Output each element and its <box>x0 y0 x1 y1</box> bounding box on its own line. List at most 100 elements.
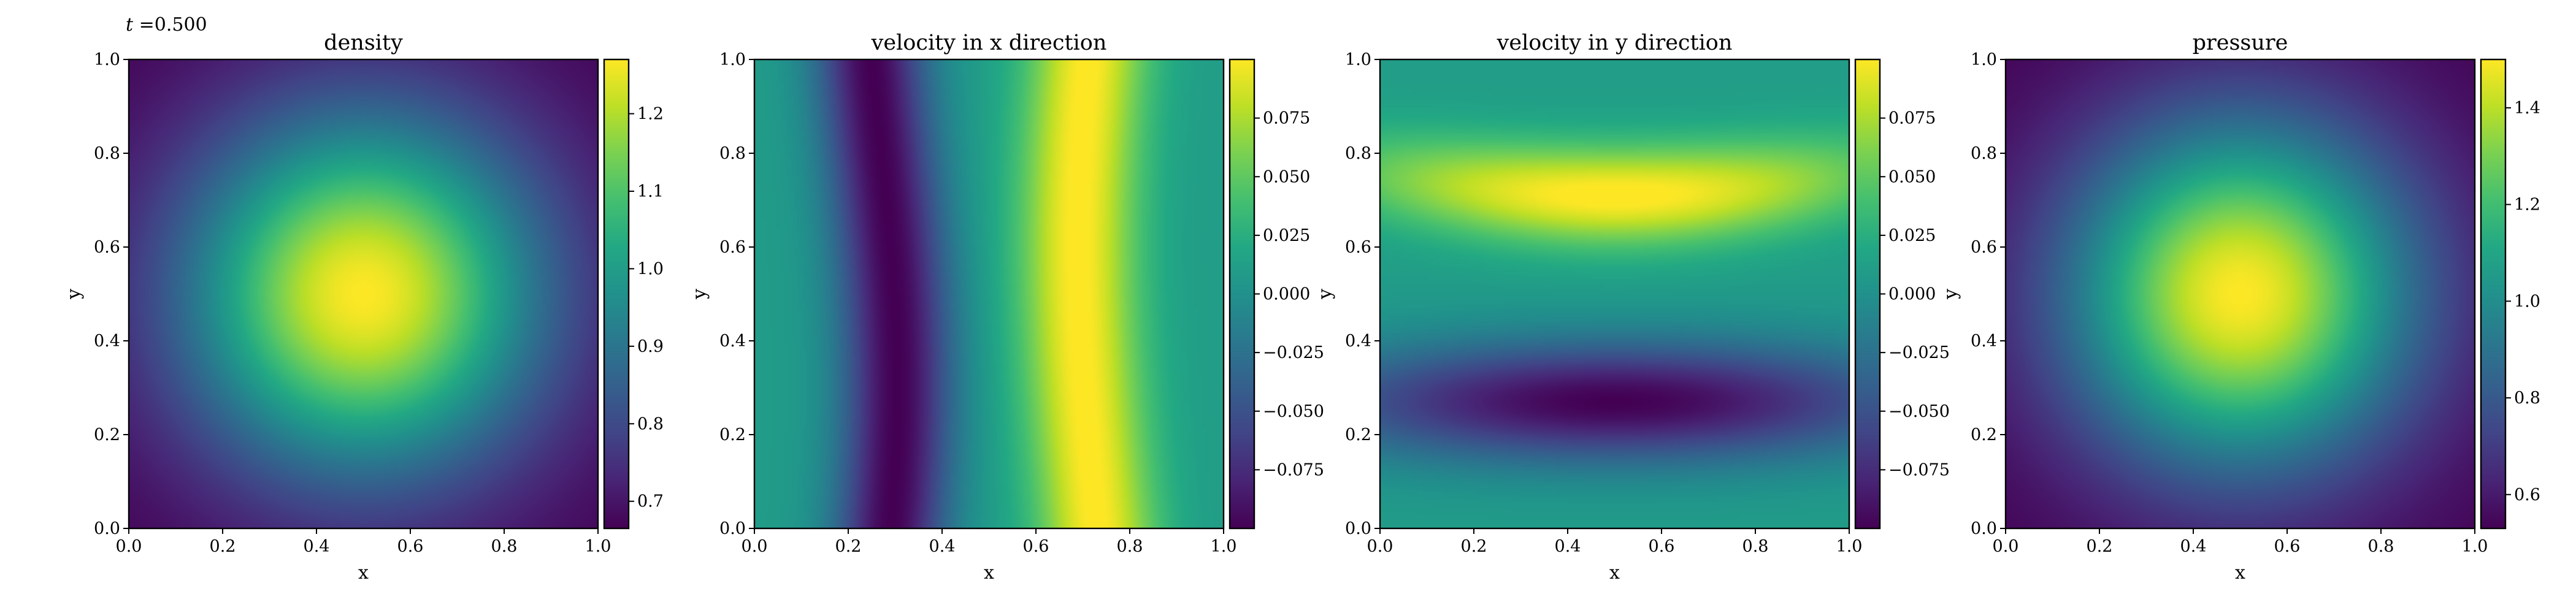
x-tick-label: 0.4 <box>1555 537 1581 556</box>
y-tick-label: 0.6 <box>719 238 746 257</box>
colorbar-tick-label: 0.025 <box>1263 226 1310 245</box>
x-tick-label: 0.8 <box>491 537 518 556</box>
y-axis-label: y <box>63 289 85 300</box>
colorbar-tick-label: 0.000 <box>1888 285 1936 304</box>
colorbar-tick-label: 1.4 <box>2514 99 2540 118</box>
y-tick-label: 0.8 <box>1971 144 1997 163</box>
y-tick-label: 1.0 <box>719 50 746 69</box>
y-tick-label: 0.2 <box>1971 425 1997 444</box>
panels: density 0.0 0.2 0.4 0.6 0.8 1.0 0.0 0.2 0.4 0.6 0.8… <box>63 31 2540 584</box>
colorbar-tick-label: 1.0 <box>637 259 664 278</box>
x-axis-label: x <box>1609 562 1620 584</box>
colorbar-tick-label: −0.050 <box>1888 402 1950 421</box>
colorbar-tick-label: 1.1 <box>637 182 664 201</box>
colorbar-tick-label: −0.025 <box>1263 343 1324 362</box>
x-tick-label: 0.4 <box>304 537 330 556</box>
colorbar-tick-label: 1.0 <box>2514 292 2540 311</box>
panel-2: velocity in x direction 0.0 0.2 0.4 0.6 0.8 1.… <box>689 31 1324 584</box>
y-tick-label: 0.6 <box>94 238 120 257</box>
colorbar-tick-label: −0.075 <box>1263 460 1324 479</box>
x-tick-label: 0.8 <box>1742 537 1769 556</box>
axes-frame <box>128 58 599 530</box>
x-tick-label: 0.6 <box>397 537 424 556</box>
x-tick-label: 0.0 <box>742 537 768 556</box>
panel-4: pressure 0.0 0.2 0.4 0.6 0.8 1.0 0.0 0.2 0.4 0.6 0.… <box>1940 31 2540 584</box>
x-tick-label: 0.8 <box>2368 537 2394 556</box>
y-tick-label: 0.4 <box>1345 332 1371 351</box>
y-tick-label: 1.0 <box>94 50 120 69</box>
colorbar-tick-label: 0.6 <box>2514 485 2540 504</box>
colorbar-tick-label: 0.000 <box>1263 285 1310 304</box>
colorbar <box>1230 59 1254 528</box>
y-tick-label: 0.4 <box>719 332 746 351</box>
colorbar <box>2481 59 2505 528</box>
x-tick-label: 0.2 <box>835 537 862 556</box>
y-tick-label: 0.2 <box>94 425 120 444</box>
colorbar-tick-label: 0.8 <box>637 414 664 433</box>
colorbar-tick-label: −0.025 <box>1888 343 1950 362</box>
colorbar-tick-label: 0.075 <box>1263 109 1310 128</box>
time-label: t =0.500 <box>126 14 207 36</box>
x-axis-label: x <box>984 562 994 584</box>
panel-title: density <box>324 31 403 55</box>
panel-3: velocity in y direction 0.0 0.2 0.4 0.6 0.8 1.… <box>1314 31 1950 584</box>
colorbar-tick-label: 0.025 <box>1888 226 1936 245</box>
x-tick-label: 1.0 <box>2462 537 2488 556</box>
y-tick-label: 0.8 <box>719 144 746 163</box>
y-tick-label: 0.0 <box>1345 519 1371 538</box>
y-tick-label: 0.0 <box>94 519 120 538</box>
x-axis-label: x <box>2235 562 2245 584</box>
colorbar-tick-label: 1.2 <box>2514 196 2540 215</box>
y-tick-label: 0.4 <box>1971 332 1997 351</box>
colorbar-frame <box>2480 58 2507 530</box>
y-tick-label: 0.6 <box>1971 238 1997 257</box>
colorbar-tick-label: 0.050 <box>1263 167 1310 186</box>
colorbar-tick-label: 0.7 <box>637 492 664 511</box>
x-tick-label: 1.0 <box>585 537 611 556</box>
colorbar-tick-label: −0.075 <box>1888 460 1950 479</box>
y-tick-label: 0.2 <box>719 425 746 444</box>
y-tick-label: 0.8 <box>94 144 120 163</box>
colorbar-tick-label: 0.050 <box>1888 167 1936 186</box>
x-tick-label: 0.6 <box>2274 537 2301 556</box>
colorbar-tick-label: 0.9 <box>637 337 664 356</box>
x-tick-label: 0.0 <box>116 537 142 556</box>
colorbar-tick-label: −0.050 <box>1263 402 1324 421</box>
heatmap-image <box>1380 59 1849 528</box>
panel-title: pressure <box>2193 31 2288 55</box>
y-tick-label: 1.0 <box>1345 50 1371 69</box>
colorbar <box>1855 59 1880 528</box>
x-tick-label: 0.0 <box>1993 537 2019 556</box>
panel-1: density 0.0 0.2 0.4 0.6 0.8 1.0 0.0 0.2 0.4 0.6 0.8… <box>63 31 664 584</box>
x-tick-label: 0.2 <box>2087 537 2113 556</box>
x-tick-label: 0.4 <box>929 537 956 556</box>
x-tick-label: 0.6 <box>1649 537 1675 556</box>
x-tick-label: 0.2 <box>210 537 236 556</box>
axes-frame <box>753 58 1225 530</box>
x-tick-label: 0.2 <box>1461 537 1487 556</box>
x-tick-label: 0.0 <box>1367 537 1393 556</box>
y-tick-label: 0.2 <box>1345 425 1371 444</box>
heatmap-image <box>129 59 598 528</box>
x-tick-label: 1.0 <box>1211 537 1237 556</box>
y-axis-label: y <box>689 289 710 300</box>
x-tick-label: 0.6 <box>1023 537 1049 556</box>
colorbar-tick-label: 0.075 <box>1888 109 1936 128</box>
y-tick-label: 0.0 <box>719 519 746 538</box>
colorbar <box>604 59 629 528</box>
y-tick-label: 0.6 <box>1345 238 1371 257</box>
panel-title: velocity in y direction <box>1497 31 1733 55</box>
colorbar-frame <box>603 58 630 530</box>
axes-frame <box>2004 58 2476 530</box>
colorbar-tick-label: 0.8 <box>2514 389 2540 408</box>
x-tick-label: 0.4 <box>2180 537 2207 556</box>
y-axis-label: y <box>1314 289 1336 300</box>
y-axis-label: y <box>1940 289 1961 300</box>
y-tick-label: 0.8 <box>1345 144 1371 163</box>
heatmap-image <box>754 59 1224 528</box>
y-tick-label: 1.0 <box>1971 50 1997 69</box>
y-tick-label: 0.4 <box>94 332 120 351</box>
x-tick-label: 1.0 <box>1836 537 1863 556</box>
x-axis-label: x <box>358 562 369 584</box>
